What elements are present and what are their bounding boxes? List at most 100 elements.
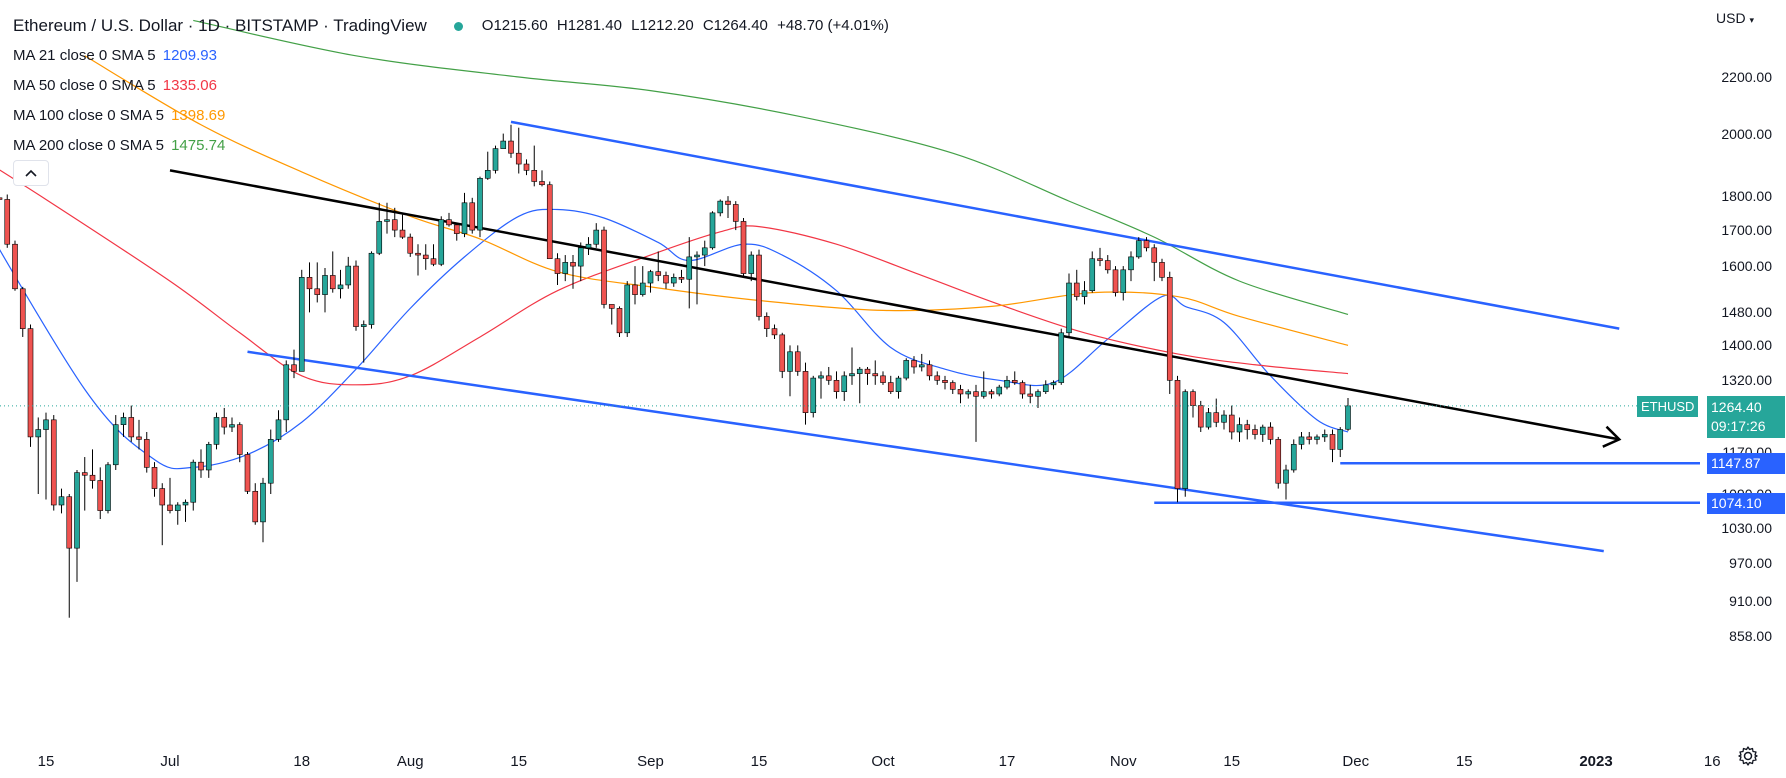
candle[interactable] xyxy=(1236,417,1243,442)
candle[interactable] xyxy=(678,269,685,284)
candle[interactable] xyxy=(291,349,297,379)
candle[interactable] xyxy=(818,371,824,399)
candle[interactable] xyxy=(105,462,111,514)
candle[interactable] xyxy=(322,267,328,313)
candle[interactable] xyxy=(1182,389,1189,497)
candle[interactable] xyxy=(283,360,290,432)
candle[interactable] xyxy=(1166,271,1173,394)
candle[interactable] xyxy=(771,324,778,340)
candle[interactable] xyxy=(508,124,514,158)
candle[interactable] xyxy=(1035,389,1041,408)
candle[interactable] xyxy=(833,371,840,399)
candle[interactable] xyxy=(980,371,987,399)
candle[interactable] xyxy=(732,201,739,231)
candle[interactable] xyxy=(221,407,228,435)
candle[interactable] xyxy=(415,244,421,276)
candle[interactable] xyxy=(19,286,26,337)
candle[interactable] xyxy=(461,192,468,238)
ma-line-ma21[interactable] xyxy=(0,183,1349,470)
candle[interactable] xyxy=(926,360,933,381)
candle[interactable] xyxy=(190,459,197,511)
candle[interactable] xyxy=(895,375,902,399)
candle[interactable] xyxy=(12,240,18,291)
candle[interactable] xyxy=(748,251,755,282)
candle[interactable] xyxy=(1089,251,1096,293)
candle[interactable] xyxy=(1228,405,1235,440)
candle[interactable] xyxy=(864,366,871,385)
candle[interactable] xyxy=(391,207,398,238)
candle[interactable] xyxy=(1345,397,1351,431)
candle[interactable] xyxy=(872,360,879,385)
candle[interactable] xyxy=(1275,436,1282,489)
candle[interactable] xyxy=(1120,266,1127,301)
candle[interactable] xyxy=(717,199,724,217)
candle[interactable] xyxy=(438,216,445,267)
candle[interactable] xyxy=(43,412,49,500)
candle[interactable] xyxy=(585,237,592,256)
candle[interactable] xyxy=(329,251,336,293)
candle[interactable] xyxy=(1019,380,1026,399)
candle[interactable] xyxy=(608,304,615,325)
candle[interactable] xyxy=(934,371,941,385)
candle[interactable] xyxy=(1004,375,1010,390)
candle[interactable] xyxy=(1314,434,1320,445)
candle[interactable] xyxy=(298,269,305,372)
candle[interactable] xyxy=(841,371,848,401)
candle[interactable] xyxy=(112,415,119,470)
candle[interactable] xyxy=(120,412,127,437)
candle[interactable] xyxy=(422,244,429,270)
channel-bottom-line[interactable] xyxy=(247,350,1604,553)
candle[interactable] xyxy=(1042,380,1049,394)
candle[interactable] xyxy=(694,251,700,305)
candle[interactable] xyxy=(314,262,321,303)
candle[interactable] xyxy=(1337,427,1344,458)
candle[interactable] xyxy=(701,240,708,267)
candle[interactable] xyxy=(1306,431,1313,445)
candle[interactable] xyxy=(1011,371,1018,385)
candle[interactable] xyxy=(539,170,545,187)
candle[interactable] xyxy=(918,353,925,372)
candle[interactable] xyxy=(686,237,693,309)
candle[interactable] xyxy=(911,356,917,374)
candle[interactable] xyxy=(810,375,817,418)
candle[interactable] xyxy=(849,347,855,385)
candle[interactable] xyxy=(236,422,243,463)
candle[interactable] xyxy=(143,431,150,473)
candle[interactable] xyxy=(1244,419,1251,440)
candle[interactable] xyxy=(213,412,220,450)
candle[interactable] xyxy=(1205,407,1212,430)
candle[interactable] xyxy=(1259,424,1266,442)
candle[interactable] xyxy=(880,371,886,385)
candle[interactable] xyxy=(639,266,646,297)
candle[interactable] xyxy=(345,256,352,289)
candle[interactable] xyxy=(616,306,623,337)
candle[interactable] xyxy=(965,389,972,399)
candle[interactable] xyxy=(996,384,1003,397)
candle[interactable] xyxy=(368,251,375,329)
candle[interactable] xyxy=(260,477,266,543)
candle[interactable] xyxy=(1073,269,1080,301)
candle[interactable] xyxy=(787,345,793,397)
candle[interactable] xyxy=(27,324,34,447)
candle[interactable] xyxy=(523,159,530,176)
candle[interactable] xyxy=(4,194,11,248)
candle[interactable] xyxy=(740,217,747,278)
candle[interactable] xyxy=(407,233,414,257)
candle[interactable] xyxy=(570,255,576,289)
candle[interactable] xyxy=(1112,266,1119,297)
candle[interactable] xyxy=(1143,237,1150,252)
candle[interactable] xyxy=(887,375,894,394)
candle[interactable] xyxy=(74,469,80,582)
candle[interactable] xyxy=(399,214,406,239)
candle[interactable] xyxy=(1135,237,1142,259)
candle[interactable] xyxy=(167,477,173,514)
candle[interactable] xyxy=(1252,424,1258,440)
candle[interactable] xyxy=(632,266,638,305)
candle[interactable] xyxy=(663,271,669,289)
candle[interactable] xyxy=(763,312,770,337)
candle[interactable] xyxy=(1151,244,1158,282)
candle[interactable] xyxy=(97,467,104,520)
candle[interactable] xyxy=(1329,429,1336,463)
candle[interactable] xyxy=(229,417,235,432)
candle[interactable] xyxy=(973,384,979,442)
